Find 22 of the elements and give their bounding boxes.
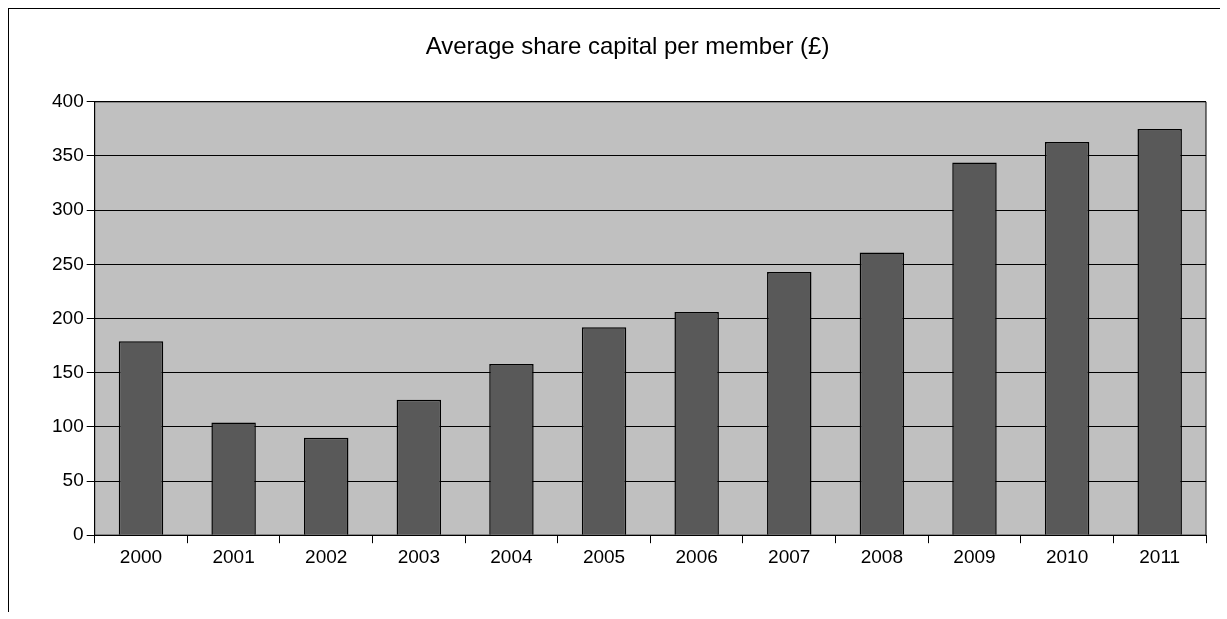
y-tick-label: 400 — [52, 90, 84, 112]
x-tick-label: 2002 — [305, 545, 348, 567]
y-tick-label: 200 — [52, 306, 84, 328]
x-tick-label: 2000 — [119, 545, 163, 567]
y-tick-label: 350 — [52, 144, 84, 166]
x-tick-label: 2004 — [490, 545, 533, 567]
x-tick-label: 2011 — [1139, 545, 1181, 567]
chart-title: Average share capital per member (£) — [425, 32, 830, 60]
y-tick-label: 50 — [62, 469, 84, 491]
x-tick-label: 2009 — [953, 545, 996, 567]
x-tick-label: 2005 — [582, 545, 626, 567]
x-tick-label: 2003 — [397, 545, 440, 567]
y-tick-label: 300 — [52, 198, 84, 220]
y-tick-label: 250 — [52, 252, 84, 274]
y-tick-label: 0 — [73, 523, 84, 545]
y-tick-label: 100 — [52, 415, 84, 437]
y-tick-label: 150 — [52, 360, 84, 382]
x-tick-label: 2007 — [768, 545, 811, 567]
x-tick-label: 2010 — [1045, 545, 1089, 567]
x-tick-label: 2006 — [675, 545, 718, 567]
x-tick-label: 2001 — [212, 545, 255, 567]
x-tick-label: 2008 — [860, 545, 904, 567]
